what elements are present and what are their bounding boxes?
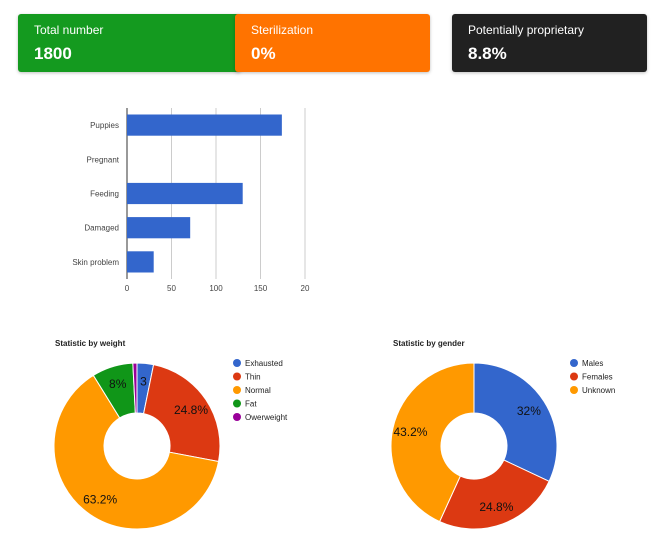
- legend-marker: [570, 386, 578, 394]
- legend-label: Owerweight: [245, 413, 288, 422]
- legend-label: Females: [582, 373, 613, 382]
- x-tick-label: 150: [254, 284, 268, 293]
- x-tick-label: 100: [209, 284, 223, 293]
- total-number-value: 1800: [34, 44, 72, 63]
- slice-label: 24.8%: [479, 500, 513, 514]
- y-category-label: Feeding: [90, 190, 119, 199]
- chart-title: Statistic by gender: [393, 339, 465, 348]
- y-category-label: Puppies: [90, 121, 119, 130]
- pie-slice: [132, 362, 138, 414]
- legend-marker: [570, 359, 578, 367]
- proprietary-label: Potentially proprietary: [468, 23, 585, 37]
- y-category-label: Pregnant: [87, 155, 120, 164]
- total-number-label: Total number: [34, 23, 104, 37]
- legend-label: Thin: [245, 373, 261, 382]
- sterilization-label: Sterilization: [251, 23, 314, 37]
- bar: [127, 251, 154, 273]
- proprietary-card: Potentially proprietary 8.8%: [452, 14, 647, 72]
- total-number-card: Total number 1800: [18, 14, 241, 72]
- slice-label: 63.2%: [83, 493, 117, 507]
- bar: [127, 114, 282, 136]
- legend-marker: [233, 372, 241, 381]
- slice-label: 24.8%: [174, 403, 208, 417]
- slice-label: 43.2%: [393, 425, 427, 439]
- legend-label: Exhausted: [245, 359, 283, 368]
- x-tick-label: 50: [167, 284, 176, 293]
- sterilization-value: 0%: [251, 44, 276, 63]
- legend-marker: [233, 399, 241, 408]
- legend-marker: [233, 413, 241, 421]
- pie-slice: [143, 364, 221, 463]
- y-category-label: Damaged: [84, 224, 119, 233]
- x-tick-label: 0: [125, 284, 130, 293]
- legend-label: Normal: [245, 386, 271, 395]
- sterilization-card: Sterilization 0%: [235, 14, 430, 72]
- condition-bar-chart: 0 50 100 150 20 Puppies Pregnant Feeding Damaged…: [72, 108, 310, 293]
- pie-slice: [390, 362, 475, 523]
- pie-slice: [53, 374, 220, 530]
- pie-slice: [438, 459, 550, 530]
- legend-label: Males: [582, 359, 603, 368]
- bar: [127, 217, 191, 239]
- bar: [127, 182, 243, 205]
- slice-label: 3: [140, 374, 147, 388]
- legend-label: Fat: [245, 400, 257, 409]
- chart-title: Statistic by weight: [55, 339, 126, 348]
- pie-slice: [473, 362, 558, 483]
- legend-marker: [233, 386, 241, 394]
- y-category-label: Skin problem: [72, 258, 119, 267]
- proprietary-value: 8.8%: [468, 44, 507, 63]
- slice-label: 8%: [109, 377, 127, 391]
- slice-label: 32%: [517, 404, 541, 418]
- x-tick-label: 20: [301, 284, 310, 293]
- legend-marker: [570, 372, 578, 381]
- legend-label: Unknown: [582, 386, 615, 395]
- legend-marker: [233, 359, 241, 367]
